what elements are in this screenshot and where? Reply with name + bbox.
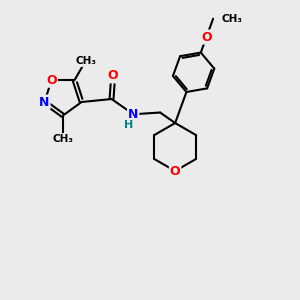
Text: CH₃: CH₃ [75,56,96,66]
Text: O: O [201,31,212,44]
Text: N: N [128,107,138,121]
Text: CH₃: CH₃ [221,14,242,24]
Text: CH₃: CH₃ [52,134,74,144]
Text: O: O [46,74,57,87]
Text: H: H [124,119,133,130]
Text: O: O [170,164,181,178]
Text: N: N [39,95,50,109]
Text: O: O [108,69,118,82]
